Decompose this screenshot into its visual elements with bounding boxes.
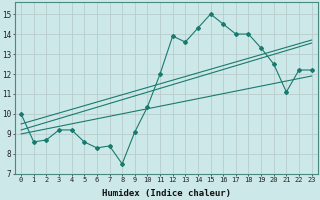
X-axis label: Humidex (Indice chaleur): Humidex (Indice chaleur) (102, 189, 231, 198)
